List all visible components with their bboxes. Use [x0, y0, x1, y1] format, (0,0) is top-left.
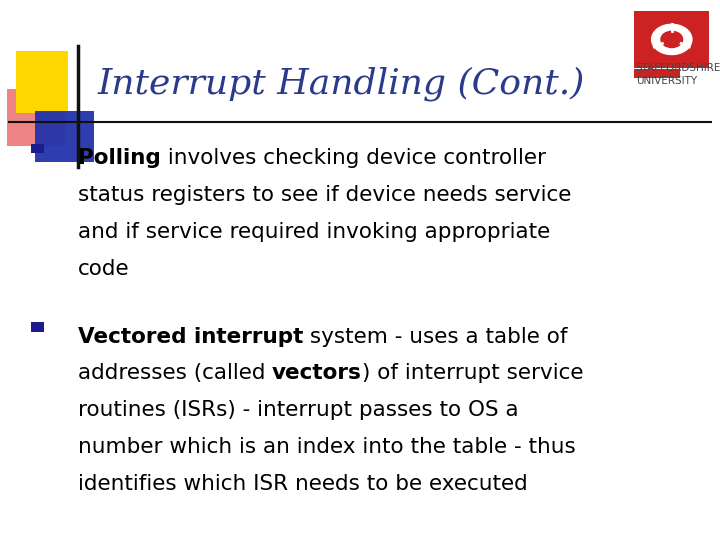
Text: code: code	[78, 259, 130, 279]
Text: identifies which ISR needs to be executed: identifies which ISR needs to be execute…	[78, 474, 528, 494]
Text: Interrupt Handling (Cont.): Interrupt Handling (Cont.)	[97, 66, 585, 101]
Bar	[634, 69, 680, 78]
Bar	[35, 111, 94, 162]
Bar	[634, 11, 709, 68]
Text: vectors: vectors	[272, 363, 362, 383]
Text: STAFFORDSHIRE
UNIVERSITY: STAFFORDSHIRE UNIVERSITY	[636, 63, 720, 86]
Bar	[7, 89, 66, 146]
Bar	[31, 144, 44, 153]
Text: number which is an index into the table - thus: number which is an index into the table …	[78, 437, 575, 457]
Text: status registers to see if device needs service: status registers to see if device needs …	[78, 185, 571, 205]
Text: addresses (called: addresses (called	[78, 363, 272, 383]
Text: involves checking device controller: involves checking device controller	[161, 148, 546, 168]
Text: ) of interrupt service: ) of interrupt service	[362, 363, 583, 383]
Text: routines (ISRs) - interrupt passes to OS a: routines (ISRs) - interrupt passes to OS…	[78, 400, 518, 420]
Circle shape	[661, 31, 683, 48]
Text: Vectored interrupt: Vectored interrupt	[78, 327, 303, 347]
Bar	[16, 51, 68, 113]
Text: and if service required invoking appropriate: and if service required invoking appropr…	[78, 222, 550, 242]
Text: system - uses a table of: system - uses a table of	[303, 327, 567, 347]
Text: Polling: Polling	[78, 148, 161, 168]
Bar	[31, 322, 44, 332]
Circle shape	[652, 24, 692, 55]
